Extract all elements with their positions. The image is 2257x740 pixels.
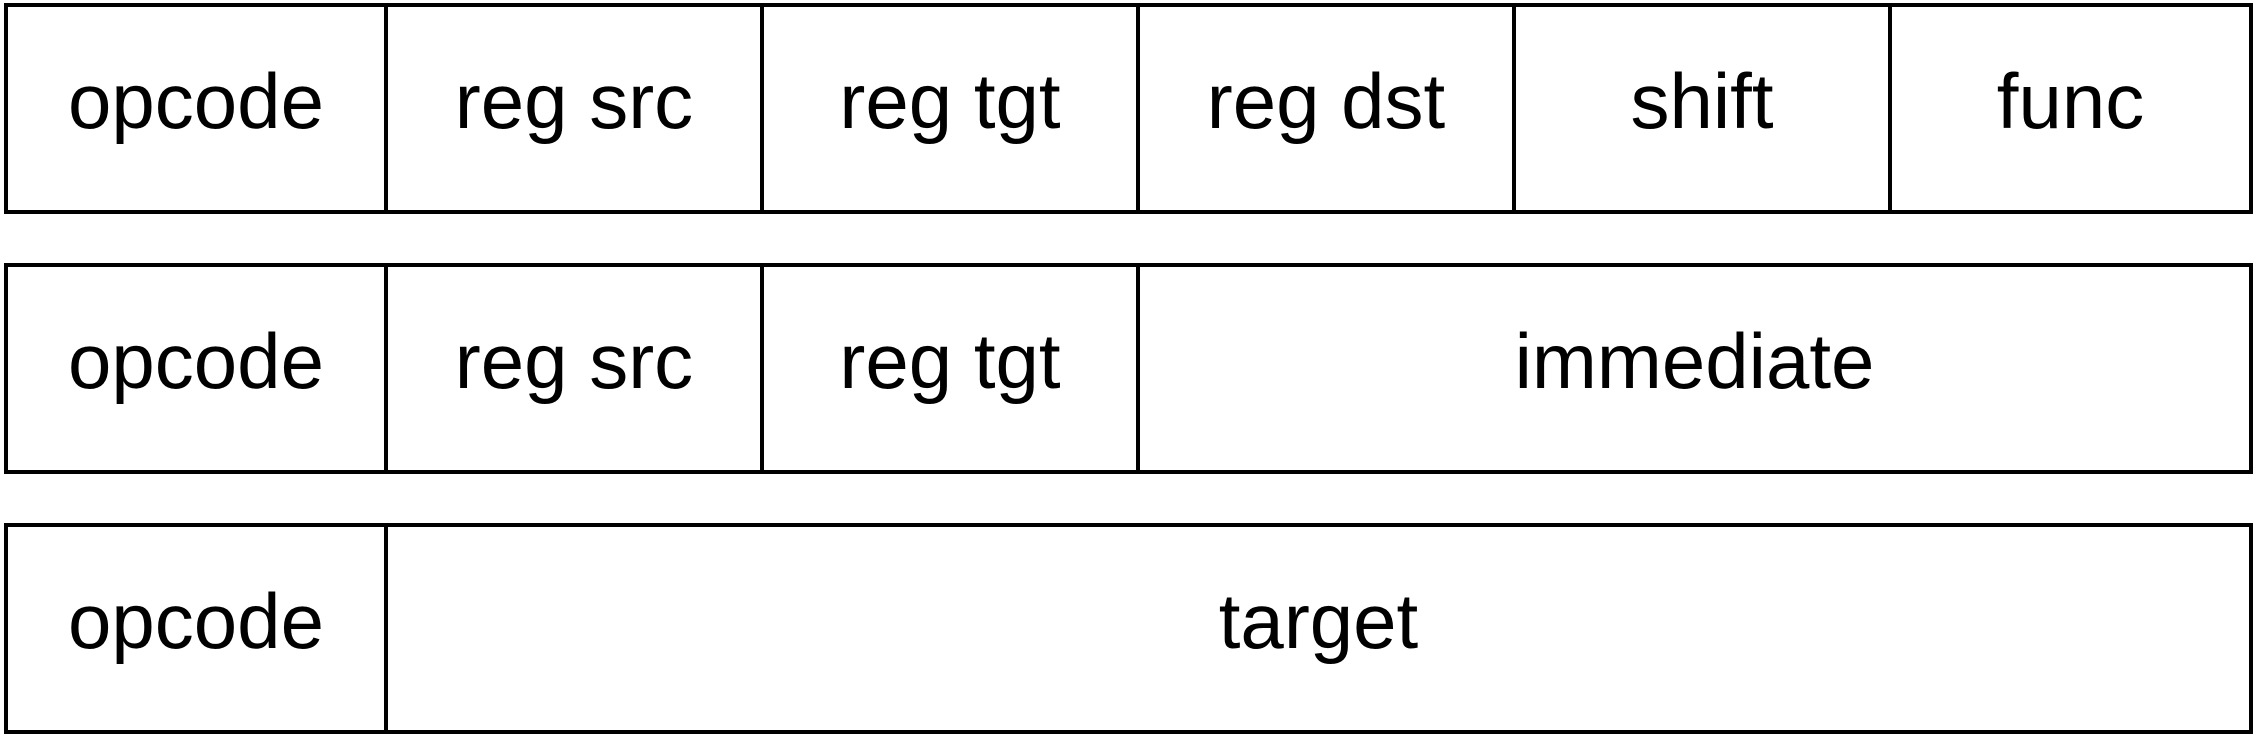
field-opcode: opcode [68,577,324,665]
field-immediate: immediate [1136,267,2249,470]
field-reg-src: reg src [384,267,760,470]
field-reg-src: reg src [384,7,760,210]
field-shift: shift [1512,7,1888,210]
format-row-2: opcode reg src reg tgt immediate [4,263,2253,474]
format-row-3: opcode target [4,523,2253,734]
field-opcode: opcode [68,317,324,405]
field-func: func [1888,7,2249,210]
field-reg-dst: reg dst [1136,7,1512,210]
field-reg-tgt: reg tgt [760,7,1136,210]
field-target: target [384,527,2249,730]
field-reg-tgt: reg tgt [760,267,1136,470]
field-opcode: opcode [68,57,324,145]
format-row-1: opcode reg src reg tgt reg dst shift fun… [4,3,2253,214]
